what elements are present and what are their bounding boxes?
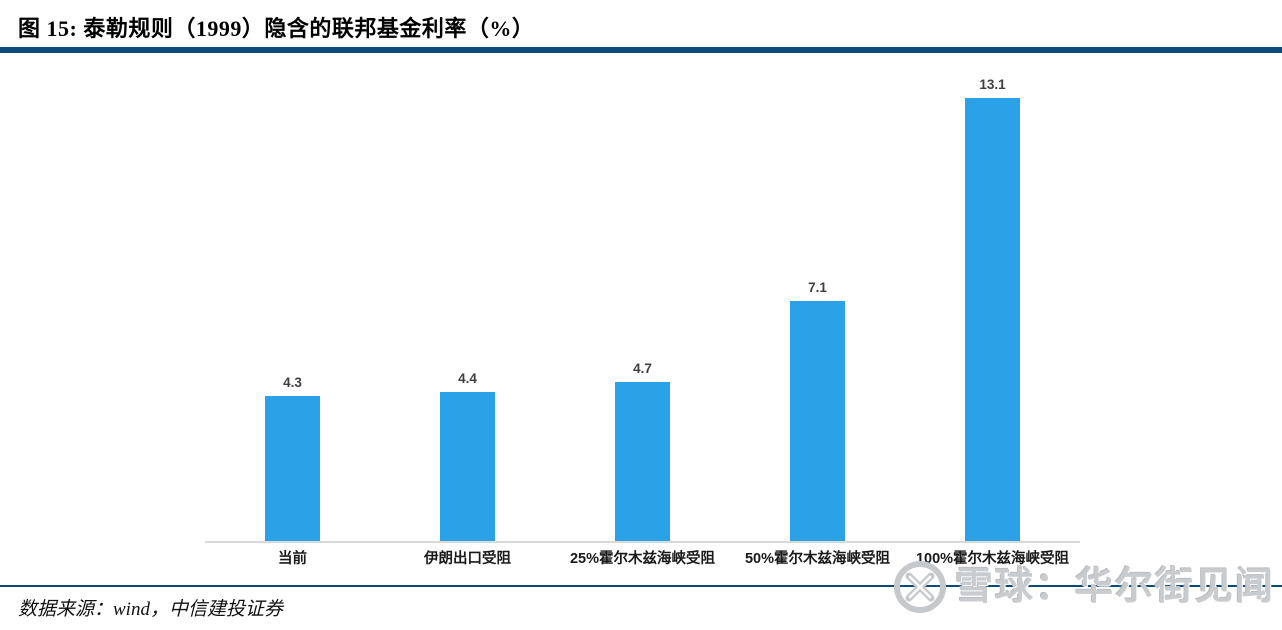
bar-chart-plot-area: 4.3 4.4 4.7 7.1 13.1	[205, 0, 1080, 541]
bar-value-label: 7.1	[808, 279, 827, 295]
data-source-note: 数据来源：wind，中信建投证券	[18, 599, 283, 620]
figure-title: 图 15: 泰勒规则（1999）隐含的联邦基金利率（%）	[18, 16, 535, 41]
watermark: 雪球：华尔街见闻	[893, 560, 1275, 614]
watermark-text: 雪球：华尔街见闻	[955, 566, 1276, 608]
bar-value-label: 4.4	[458, 371, 477, 387]
bar-column: 7.1	[730, 0, 905, 541]
xueqiu-logo-icon	[894, 561, 946, 613]
bar	[965, 98, 1020, 541]
bar-column: 4.7	[555, 0, 730, 541]
bar	[615, 382, 670, 541]
x-axis-tick-label: 25%霍尔木兹海峡受阻	[569, 551, 716, 567]
x-axis-line	[205, 541, 1080, 543]
footer-divider	[0, 585, 1282, 587]
bar	[440, 392, 495, 541]
bar-column: 4.3	[205, 0, 380, 541]
x-axis-tick-label: 当前	[278, 551, 307, 567]
bar-chart: 4.3 4.4 4.7 7.1 13.1	[205, 0, 1080, 541]
bar-value-label: 4.3	[283, 374, 302, 390]
x-axis-tick-label: 伊朗出口受阻	[424, 551, 511, 567]
bar	[790, 300, 845, 541]
bar-value-label: 13.1	[979, 77, 1006, 93]
x-axis-tick-label: 100%霍尔木兹海峡受阻	[915, 551, 1070, 567]
x-axis-tick-labels: 当前 伊朗出口受阻 25%霍尔木兹海峡受阻 50%霍尔木兹海峡受阻 100%霍尔木兹海峡…	[205, 547, 1080, 568]
bar	[265, 395, 320, 541]
bar-value-label: 4.7	[633, 361, 652, 377]
x-axis-tick-label: 50%霍尔木兹海峡受阻	[744, 551, 891, 567]
title-divider	[0, 47, 1282, 53]
bar-column: 13.1	[905, 0, 1080, 541]
bar-column: 4.4	[380, 0, 555, 541]
